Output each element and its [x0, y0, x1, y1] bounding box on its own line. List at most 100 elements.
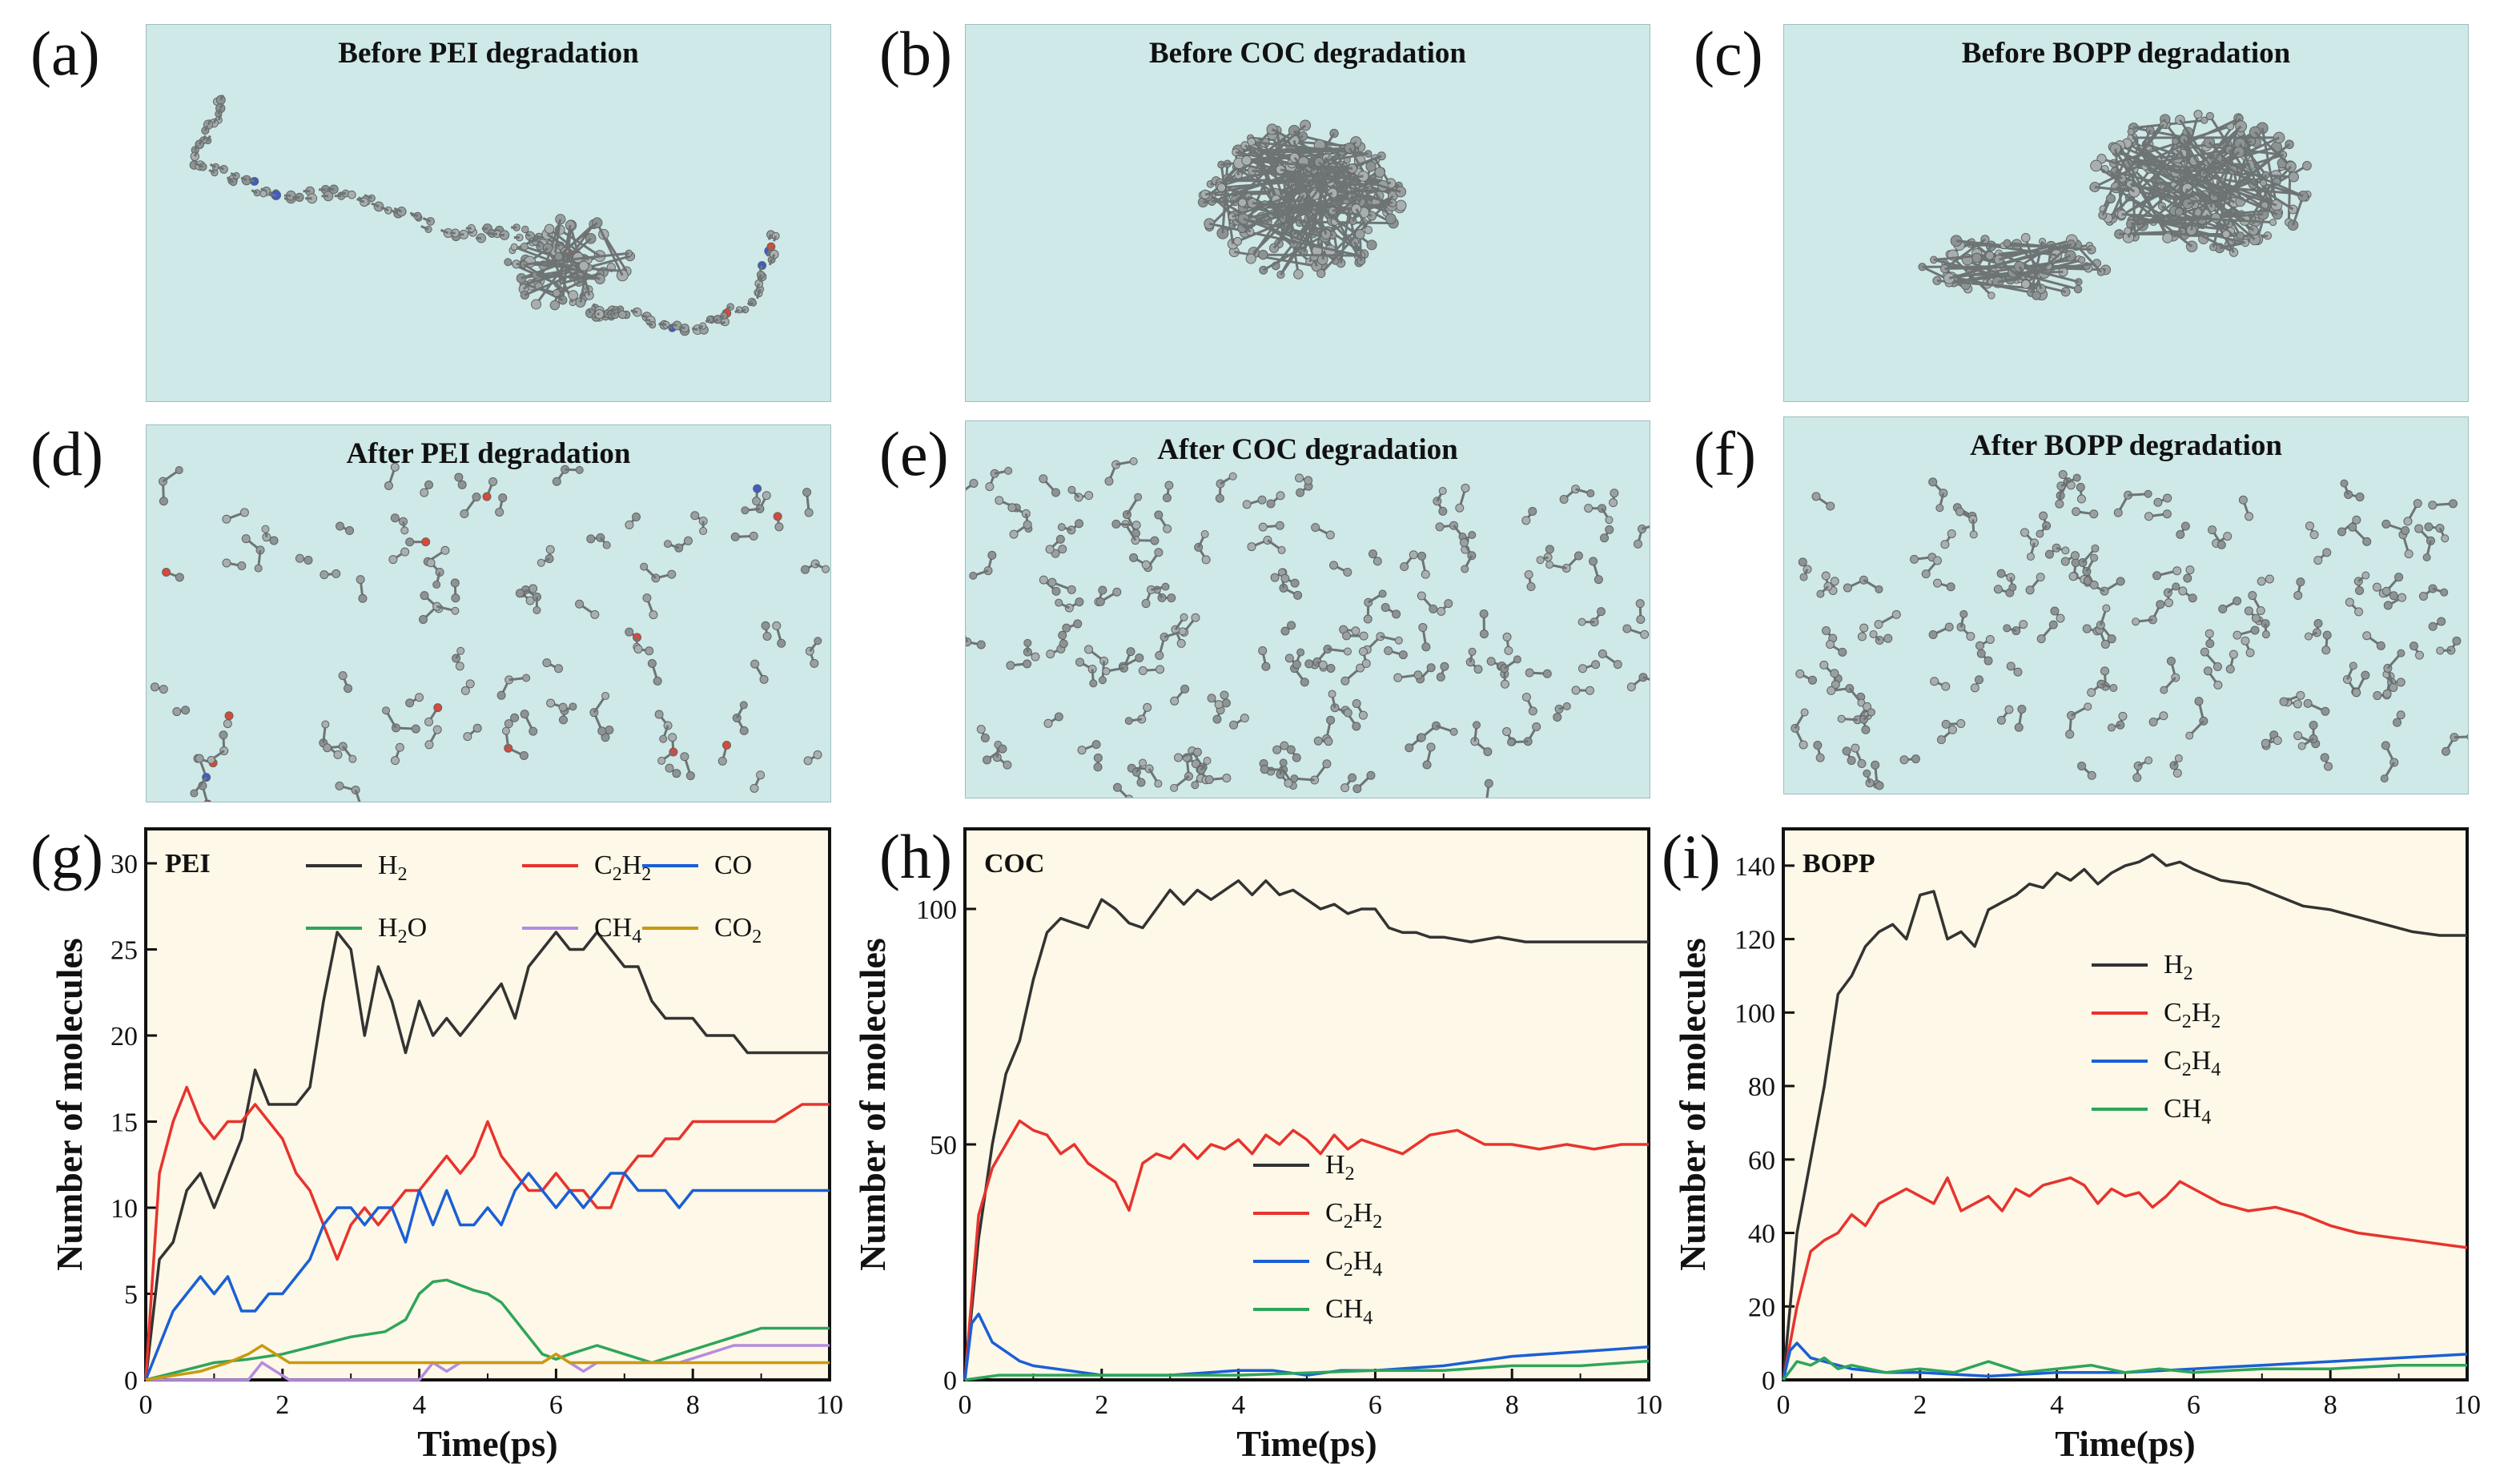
- atom: [2113, 508, 2123, 517]
- y-tick-label: 140: [1734, 852, 1775, 882]
- atom: [1857, 698, 1866, 707]
- atom: [2397, 649, 2405, 658]
- atom: [1821, 571, 1831, 581]
- atom: [1562, 702, 1571, 710]
- atom: [433, 703, 443, 713]
- atom: [522, 674, 531, 682]
- atom: [1200, 530, 1209, 539]
- atom: [510, 713, 520, 722]
- atom: [2217, 540, 2226, 549]
- bond: [2128, 196, 2235, 254]
- bond: [705, 318, 711, 324]
- atom: [1863, 702, 1872, 711]
- bond: [1234, 250, 1317, 267]
- atom: [1004, 466, 1013, 475]
- atom: [2381, 741, 2390, 750]
- atom: [2089, 580, 2099, 589]
- atom: [1598, 649, 1607, 658]
- atom: [1075, 519, 1084, 529]
- atom: [1438, 487, 1447, 496]
- atom: [2361, 571, 2370, 580]
- bond: [520, 267, 573, 280]
- atom: [822, 565, 830, 573]
- atom: [1871, 760, 1880, 770]
- atom: [2205, 111, 2214, 121]
- atom: [1811, 492, 1821, 501]
- atom: [2418, 591, 2428, 601]
- atom: [2452, 636, 2462, 645]
- atom: [1180, 613, 1188, 621]
- atom: [633, 644, 643, 654]
- atom: [1257, 495, 1267, 505]
- panel-label-e: (e): [879, 419, 949, 489]
- atom: [504, 719, 513, 729]
- atom: [2156, 600, 2165, 609]
- atom: [1830, 669, 1839, 678]
- snapshot-after-pei: After PEI degradation: [146, 424, 831, 802]
- atom: [2006, 662, 2016, 671]
- atom: [1295, 473, 1304, 483]
- atom: [419, 615, 428, 625]
- bond: [2024, 243, 2072, 285]
- atom: [1340, 783, 1350, 793]
- atom: [1381, 602, 1390, 612]
- atom: [1358, 647, 1368, 657]
- atom: [1589, 557, 1598, 566]
- atom: [2203, 666, 2213, 676]
- atom: [504, 258, 512, 267]
- atom: [1394, 636, 1403, 645]
- atom: [2162, 509, 2172, 519]
- panel-label-h: (h): [879, 822, 952, 891]
- atom: [1437, 606, 1446, 616]
- atom: [1204, 774, 1214, 784]
- bond: [2024, 237, 2043, 290]
- bond: [548, 238, 553, 243]
- atom: [1272, 745, 1282, 754]
- atom: [2118, 711, 2128, 721]
- atom: [1277, 545, 1286, 554]
- atom: [2309, 721, 2318, 730]
- atom: [2100, 639, 2110, 649]
- atom: [2004, 705, 2014, 714]
- atom: [1296, 648, 1305, 657]
- atom: [1141, 599, 1151, 609]
- y-tick-label: 30: [111, 850, 138, 879]
- atom: [545, 545, 555, 554]
- bond: [393, 207, 403, 213]
- bond: [217, 115, 223, 121]
- atom: [1861, 725, 1871, 734]
- atom: [1201, 555, 1211, 565]
- bond: [2126, 125, 2242, 232]
- bond: [354, 790, 361, 802]
- bond: [219, 103, 224, 109]
- atom: [2218, 604, 2228, 613]
- atom: [1863, 769, 1871, 778]
- x-tick-label: 2: [1913, 1390, 1927, 1420]
- bond: [193, 151, 199, 157]
- atom: [1067, 585, 1076, 594]
- atom: [1384, 646, 1393, 656]
- bond: [1246, 159, 1352, 170]
- bond: [2119, 144, 2278, 216]
- atom: [2394, 573, 2404, 582]
- atom: [1640, 629, 1650, 639]
- series-line-CO: [144, 1172, 830, 1381]
- atom: [269, 536, 279, 545]
- atom: [1322, 759, 1332, 769]
- atom: [1237, 198, 1248, 207]
- atom: [2401, 525, 2410, 535]
- bond: [757, 288, 762, 296]
- atom: [772, 621, 782, 630]
- atom: [420, 591, 429, 601]
- atom: [259, 190, 267, 198]
- atom: [1983, 656, 1993, 666]
- bond: [409, 211, 419, 218]
- atom: [1311, 523, 1320, 533]
- atom: [2293, 731, 2303, 741]
- atom: [150, 682, 159, 692]
- atom: [1084, 645, 1094, 654]
- atom: [2072, 507, 2081, 517]
- atom: [1928, 629, 1938, 639]
- snapshot-before-coc: Before COC degradation: [965, 24, 1650, 402]
